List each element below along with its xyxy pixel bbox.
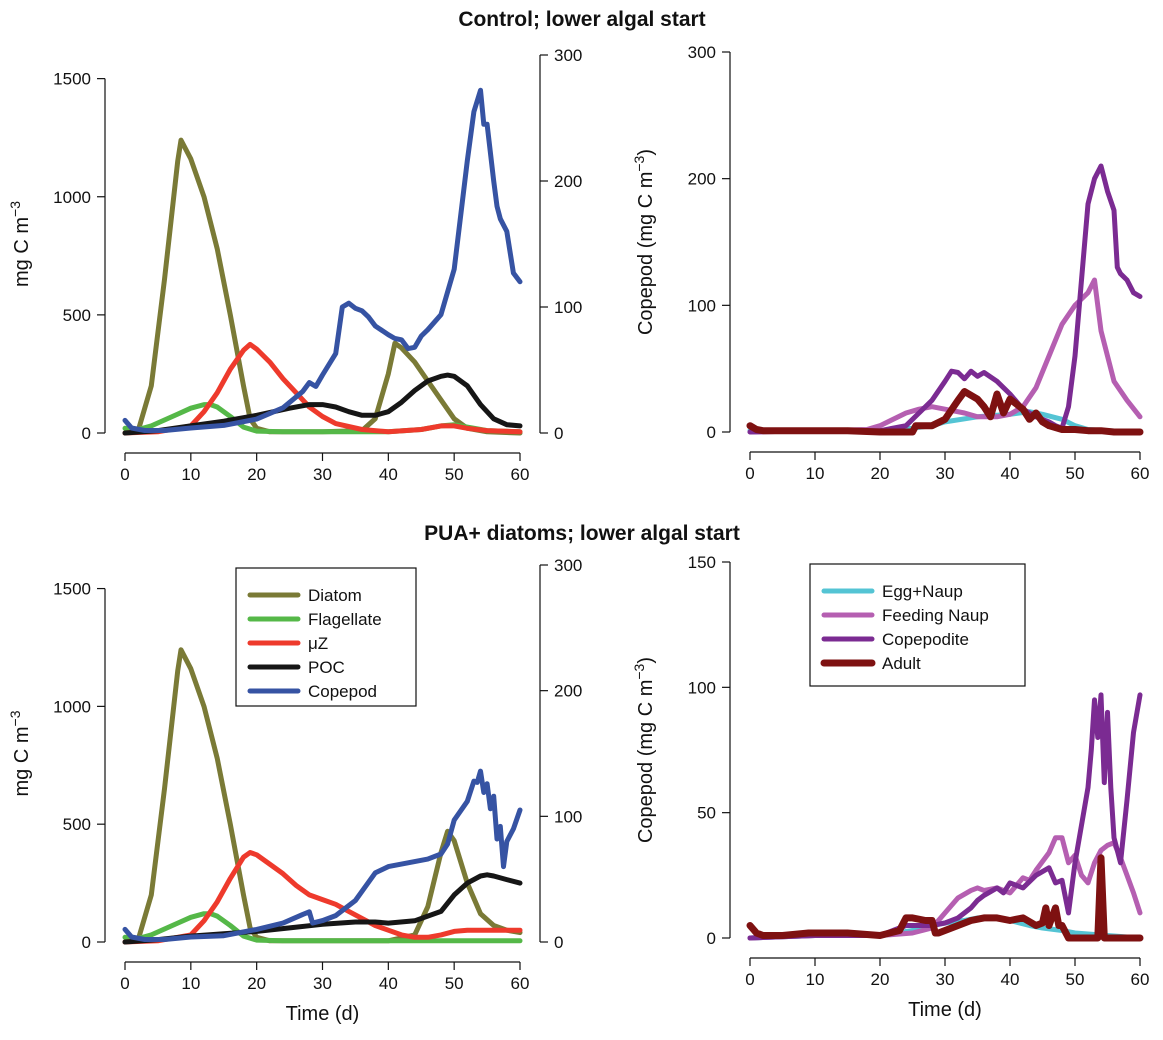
x-axis-label: Time (d) — [286, 1003, 360, 1025]
y2-tick-label: 0 — [554, 933, 563, 952]
legend-label-uz: μZ — [308, 634, 328, 653]
legend-label-copepod: Copepod — [308, 682, 377, 701]
x-tick-label: 40 — [379, 974, 398, 993]
x-tick-label: 50 — [1066, 464, 1085, 483]
x-tick-label: 30 — [936, 970, 955, 989]
x-tick-label: 0 — [120, 465, 129, 484]
x-tick-label: 50 — [445, 974, 464, 993]
y-axis-label: Copepod (mg C m−3) — [631, 657, 657, 843]
y2-tick-label: 200 — [554, 682, 582, 701]
legend-box — [235, 567, 417, 707]
series-line-copepodite — [747, 692, 1143, 941]
y-tick-label: 0 — [707, 929, 716, 948]
series-line-adult — [746, 854, 1144, 942]
y-tick-label: 200 — [688, 170, 716, 189]
legend-bottom-left: Diatom Flagellate μZ POC Copepod — [235, 567, 417, 707]
series-line-flagellate — [122, 911, 523, 944]
x-tick-label: 40 — [1001, 970, 1020, 989]
series-line-feeding_naup — [747, 835, 1143, 941]
series-line-uz — [122, 850, 523, 945]
legend-label-diatom: Diatom — [308, 586, 362, 605]
series-line-uz — [122, 341, 523, 436]
x-tick-label: 60 — [511, 465, 530, 484]
y2-tick-label: 300 — [554, 556, 582, 575]
y-axis-label: mg C m−3 — [7, 710, 33, 796]
legend-bottom-right: Egg+Naup Feeding Naup Copepodite Adult — [809, 563, 1026, 687]
x-axis-label: Time (d) — [908, 999, 982, 1021]
y-axis-label: Copepod (mg C m−3) — [631, 149, 657, 335]
y2-tick-label: 0 — [554, 424, 563, 443]
y-tick-label: 500 — [63, 815, 91, 834]
y-tick-label: 1500 — [53, 70, 91, 89]
x-tick-label: 20 — [871, 464, 890, 483]
x-tick-label: 0 — [120, 974, 129, 993]
x-tick-label: 10 — [806, 464, 825, 483]
y-tick-label: 0 — [707, 423, 716, 442]
series-line-diatom — [122, 137, 523, 436]
legend-label-copepodite: Copepodite — [882, 630, 969, 649]
legend-label-egg_naup: Egg+Naup — [882, 582, 963, 601]
x-tick-label: 30 — [936, 464, 955, 483]
x-tick-label: 60 — [1131, 464, 1150, 483]
legend-label-flagellate: Flagellate — [308, 610, 382, 629]
legend-label-feeding_naup: Feeding Naup — [882, 606, 989, 625]
x-tick-label: 50 — [445, 465, 464, 484]
x-tick-label: 20 — [871, 970, 890, 989]
series-line-poc — [122, 372, 523, 436]
x-tick-label: 40 — [379, 465, 398, 484]
y-tick-label: 100 — [688, 678, 716, 697]
top-row-title: Control; lower algal start — [458, 8, 705, 31]
y-tick-label: 50 — [697, 804, 716, 823]
y-tick-label: 300 — [688, 43, 716, 62]
y2-tick-label: 100 — [554, 298, 582, 317]
y-tick-label: 150 — [688, 553, 716, 572]
series-line-copepodite — [747, 163, 1143, 435]
legend-label-poc: POC — [308, 658, 345, 677]
y2-tick-label: 200 — [554, 172, 582, 191]
series-line-copepod — [122, 768, 523, 942]
y-tick-label: 0 — [82, 933, 91, 952]
panel-top-left: 0 10 20 30 40 50 60 0 500 1000 1500 mg C m−3 0 100 200… — [7, 46, 582, 484]
y-tick-label: 1000 — [53, 188, 91, 207]
x-tick-label: 20 — [247, 465, 266, 484]
y-tick-label: 100 — [688, 296, 716, 315]
x-tick-label: 30 — [313, 974, 332, 993]
x-tick-label: 0 — [745, 464, 754, 483]
x-tick-label: 30 — [313, 465, 332, 484]
x-tick-label: 20 — [247, 974, 266, 993]
legend-label-adult: Adult — [882, 654, 921, 673]
x-tick-label: 40 — [1001, 464, 1020, 483]
y-tick-label: 0 — [82, 424, 91, 443]
series-line-copepod — [122, 87, 523, 433]
x-tick-label: 10 — [181, 465, 200, 484]
y-tick-label: 500 — [63, 306, 91, 325]
x-tick-label: 60 — [1131, 970, 1150, 989]
panel-bottom-right: 0 10 20 30 40 50 60 Time (d) 0 50 100 150 Copepod (m… — [631, 553, 1149, 1021]
y2-tick-label: 100 — [554, 807, 582, 826]
x-tick-label: 10 — [806, 970, 825, 989]
x-tick-label: 50 — [1066, 970, 1085, 989]
series-line-adult — [746, 388, 1144, 436]
y-tick-label: 1500 — [53, 580, 91, 599]
y-axis-label: mg C m−3 — [7, 201, 33, 287]
x-tick-label: 10 — [181, 974, 200, 993]
panel-top-right: 0 10 20 30 40 50 60 0 100 200 300 Copepod (mg C m−3… — [631, 43, 1149, 483]
y2-tick-label: 300 — [554, 46, 582, 65]
bottom-row-title: PUA+ diatoms; lower algal start — [424, 522, 740, 545]
y-tick-label: 1000 — [53, 697, 91, 716]
x-tick-label: 60 — [511, 974, 530, 993]
x-tick-label: 0 — [745, 970, 754, 989]
